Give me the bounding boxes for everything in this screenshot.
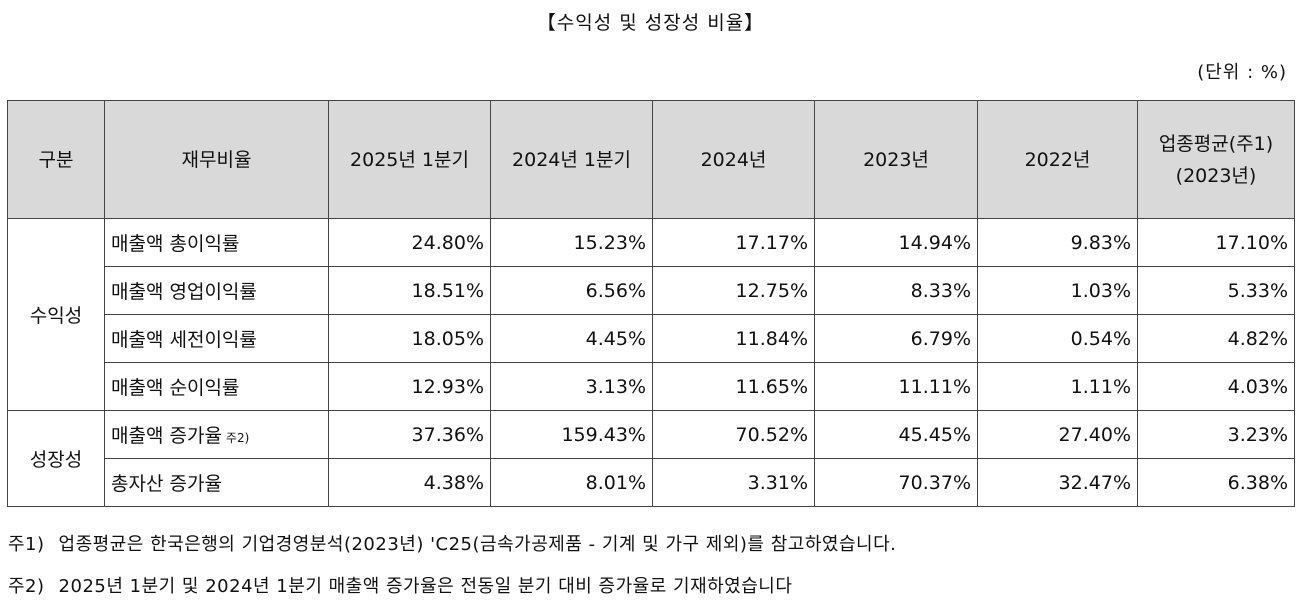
footnote-1: 주1) 업종평균은 한국은행의 기업경영분석(2023년) 'C25(금속가공제품… [8, 530, 896, 556]
cell-value: 3.13% [490, 362, 653, 411]
cell-value: 6.79% [814, 314, 978, 363]
table-row: 수익성 매출액 총이익률 24.80% 15.23% 17.17% 14.94%… [7, 218, 1295, 411]
header-group: 구분 [7, 100, 105, 219]
table-row: 매출액 영업이익률 18.51% 6.56% 12.75% 8.33% 1.03… [8, 266, 1295, 315]
unit-label: (단위 : %) [1197, 62, 1287, 83]
footnote-2-label: 주2) [8, 576, 45, 597]
header-industry-average: 업종평균(주1) (2023년) [1137, 100, 1295, 219]
cell-value: 4.03% [1137, 362, 1295, 411]
footnote-1-text: 업종평균은 한국은행의 기업경영분석(2023년) 'C25(금속가공제품 - … [58, 534, 897, 555]
row-label: 매출액 순이익률 [104, 362, 329, 411]
cell-value: 1.11% [977, 362, 1138, 411]
cell-value: 11.84% [652, 314, 815, 363]
cell-value: 9.83% [977, 218, 1138, 267]
table-row: 매출액 세전이익률 18.05% 4.45% 11.84% 6.79% 0.54… [8, 314, 1295, 363]
header-industry-line1: 업종평균(주1) [1158, 132, 1274, 155]
row-label: 매출액 영업이익률 [104, 266, 329, 315]
row-label: 매출액 총이익률 [104, 218, 329, 267]
table-row: 성장성 매출액 증가율 주2) 37.36% 159.43% 70.52% 45.… [7, 410, 1295, 507]
cell-value: 11.65% [652, 362, 815, 411]
row-label: 총자산 증가율 [104, 458, 329, 507]
header-industry-line2: (2023년) [1175, 164, 1257, 187]
cell-value: 18.05% [328, 314, 491, 363]
row-label: 매출액 세전이익률 [104, 314, 329, 363]
cell-value: 45.45% [814, 410, 978, 459]
cell-value: 4.82% [1137, 314, 1295, 363]
cell-value: 6.38% [1137, 458, 1295, 507]
header-row: 구분 재무비율 2025년 1분기 2024년 1분기 2024년 2023년 … [7, 100, 1295, 219]
cell-value: 5.33% [1137, 266, 1295, 315]
cell-value: 3.23% [1137, 410, 1295, 459]
header-col-2023: 2023년 [814, 100, 978, 219]
row-label-with-note: 매출액 증가율 주2) [104, 410, 329, 459]
cell-value: 15.23% [490, 218, 653, 267]
cell-value: 17.10% [1137, 218, 1295, 267]
ratio-table: 구분 재무비율 2025년 1분기 2024년 1분기 2024년 2023년 … [7, 100, 1295, 507]
group-profitability: 수익성 [7, 218, 105, 411]
cell-value: 1.03% [977, 266, 1138, 315]
header-col-2024: 2024년 [652, 100, 815, 219]
cell-value: 4.45% [490, 314, 653, 363]
footnote-1-label: 주1) [8, 534, 45, 555]
cell-value: 24.80% [328, 218, 491, 267]
cell-value: 12.75% [652, 266, 815, 315]
cell-value: 14.94% [814, 218, 978, 267]
cell-value: 18.51% [328, 266, 491, 315]
cell-value: 27.40% [977, 410, 1138, 459]
header-item: 재무비율 [104, 100, 329, 219]
footnote-2-text: 2025년 1분기 및 2024년 1분기 매출액 증가율은 전동일 분기 대비… [58, 576, 793, 597]
page-title: 【수익성 및 성장성 비율】 [536, 12, 765, 34]
cell-value: 12.93% [328, 362, 491, 411]
row-label: 매출액 증가율 [111, 425, 222, 447]
group-growth: 성장성 [7, 410, 105, 507]
cell-value: 0.54% [977, 314, 1138, 363]
cell-value: 159.43% [490, 410, 653, 459]
cell-value: 4.38% [328, 458, 491, 507]
cell-value: 11.11% [814, 362, 978, 411]
footnote-2: 주2) 2025년 1분기 및 2024년 1분기 매출액 증가율은 전동일 분기… [8, 572, 792, 598]
table-row: 총자산 증가율 4.38% 8.01% 3.31% 70.37% 32.47% … [8, 458, 1295, 507]
header-col-2025q1: 2025년 1분기 [328, 100, 491, 219]
cell-value: 8.01% [490, 458, 653, 507]
table-row: 매출액 순이익률 12.93% 3.13% 11.65% 11.11% 1.11… [8, 362, 1295, 411]
header-col-2024q1: 2024년 1분기 [490, 100, 653, 219]
footnote-ref: 주2) [225, 431, 250, 445]
cell-value: 3.31% [652, 458, 815, 507]
cell-value: 17.17% [652, 218, 815, 267]
header-col-2022: 2022년 [977, 100, 1138, 219]
cell-value: 32.47% [977, 458, 1138, 507]
cell-value: 70.37% [814, 458, 978, 507]
cell-value: 37.36% [328, 410, 491, 459]
cell-value: 8.33% [814, 266, 978, 315]
cell-value: 70.52% [652, 410, 815, 459]
cell-value: 6.56% [490, 266, 653, 315]
